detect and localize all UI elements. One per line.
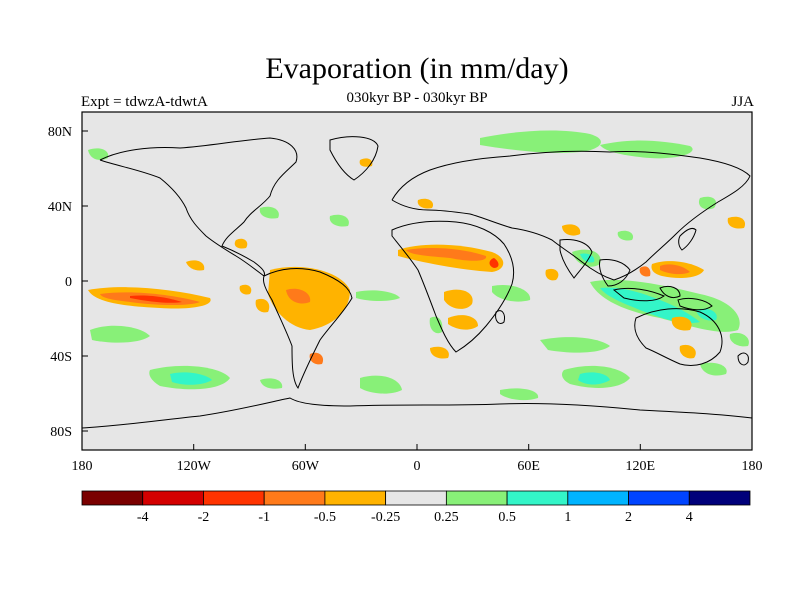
colorbar-swatch	[142, 490, 204, 506]
colorbar-swatch	[445, 490, 508, 506]
colorbar-label: 0.5	[498, 510, 516, 525]
lat-tick-label: 40N	[48, 200, 72, 215]
colorbar-label: -0.5	[314, 510, 336, 525]
lat-tick-label: 80N	[48, 125, 72, 140]
lat-tick-label: 80S	[50, 425, 72, 440]
lon-tick-label: 180	[742, 459, 763, 474]
lon-tick-label: 60E	[517, 459, 540, 474]
lon-tick-label: 120W	[177, 459, 212, 474]
map-title: Evaporation (in mm/day)	[265, 52, 569, 85]
lon-tick-label: 180	[72, 459, 93, 474]
colorbar-swatch	[263, 490, 326, 506]
lon-tick-label: 60W	[292, 459, 320, 474]
lon-tick-label: 0	[414, 459, 421, 474]
colorbar-swatch	[506, 490, 569, 506]
colorbar-swatch	[385, 490, 447, 506]
experiment-label: Expt = tdwzA-tdwtA	[81, 94, 208, 110]
map-panel	[82, 112, 752, 450]
colorbar-label: 1	[564, 510, 571, 525]
colorbar-label: -0.25	[371, 510, 400, 525]
colorbar: -4 -2 -1 -0.5 -0.25 0.25 0.5 1 2 4	[81, 490, 751, 525]
colorbar-label: -2	[198, 510, 210, 525]
colorbar-label: 4	[686, 510, 693, 525]
colorbar-swatch	[688, 490, 751, 506]
map-subtitle: 030kyr BP - 030kyr BP	[346, 90, 488, 106]
colorbar-label: -4	[137, 510, 149, 525]
longitude-axis: 180 120W 60W 0 60E 120E 180	[72, 444, 763, 474]
lon-tick-label: 120E	[626, 459, 656, 474]
colorbar-swatch	[628, 490, 690, 506]
coastlines	[81, 136, 753, 429]
colorbar-swatch	[203, 490, 265, 506]
colorbar-swatch	[567, 490, 629, 506]
colorbar-swatch	[324, 490, 387, 506]
colorbar-label: 2	[625, 510, 632, 525]
lat-tick-label: 0	[65, 275, 72, 290]
colorbar-label: -1	[258, 510, 270, 525]
season-label: JJA	[731, 94, 754, 110]
colorbar-swatch	[81, 490, 144, 506]
latitude-axis: 80N 40N 0 40S 80S	[48, 125, 88, 440]
colorbar-label: 0.25	[434, 510, 459, 525]
lat-tick-label: 40S	[50, 350, 72, 365]
